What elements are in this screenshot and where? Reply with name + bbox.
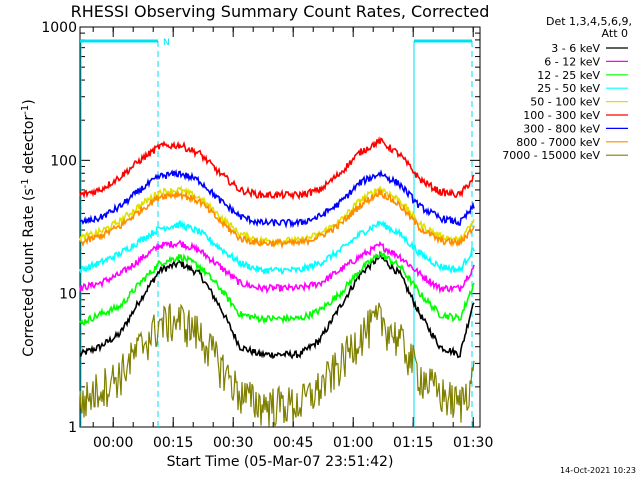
legend-header-line-1: Det 1,3,4,5,6,9, [546,15,632,28]
legend-label: 7000 - 15000 keV [502,149,600,162]
plot-frame [79,26,481,428]
series-line [79,250,475,360]
series-line [79,168,475,229]
orbit-marker-label: N [163,38,170,48]
x-tick-label: 01:00 [333,435,373,451]
y-tick-label: 1000 [41,20,77,36]
x-tick-label: 00:30 [213,435,253,451]
chart-title: RHESSI Observing Summary Count Rates, Co… [71,2,490,21]
x-tick-label: 00:00 [93,435,133,451]
legend-label: 50 - 100 keV [530,96,600,109]
legend-label: 25 - 50 keV [537,82,600,95]
x-tick-label: 01:30 [453,435,493,451]
x-tick-label: 01:15 [393,435,433,451]
x-tick-label: 00:45 [273,435,313,451]
generation-timestamp: 14-Oct-2021 10:23 [560,466,636,475]
legend-label: 800 - 7000 keV [516,136,600,149]
y-tick-label: 1 [68,420,77,436]
series-line [79,136,475,201]
legend-label: 12 - 25 keV [537,69,600,82]
series-line [79,302,475,428]
legend-header-line-2: Att 0 [602,27,628,40]
series-line [79,239,475,295]
y-tick-label: 10 [59,287,77,303]
y-tick-label: 100 [50,153,77,169]
legend-label: 3 - 6 keV [551,42,600,55]
y-axis-label: Corrected Count Rate (s-1 detector-1) [20,99,37,356]
legend-label: 100 - 300 keV [523,109,600,122]
legend-label: 300 - 800 keV [523,122,600,135]
series-line [79,189,475,250]
series-line [79,219,475,276]
series-line [79,250,475,326]
plot-area: 1 10 100 1000 00:00 00:15 00:30 00:45 01:00 01:15… [41,20,493,451]
x-axis-label: Start Time (05-Mar-07 23:51:42) [167,454,394,470]
legend-label: 6 - 12 keV [544,55,600,68]
x-tick-label: 00:15 [153,435,193,451]
